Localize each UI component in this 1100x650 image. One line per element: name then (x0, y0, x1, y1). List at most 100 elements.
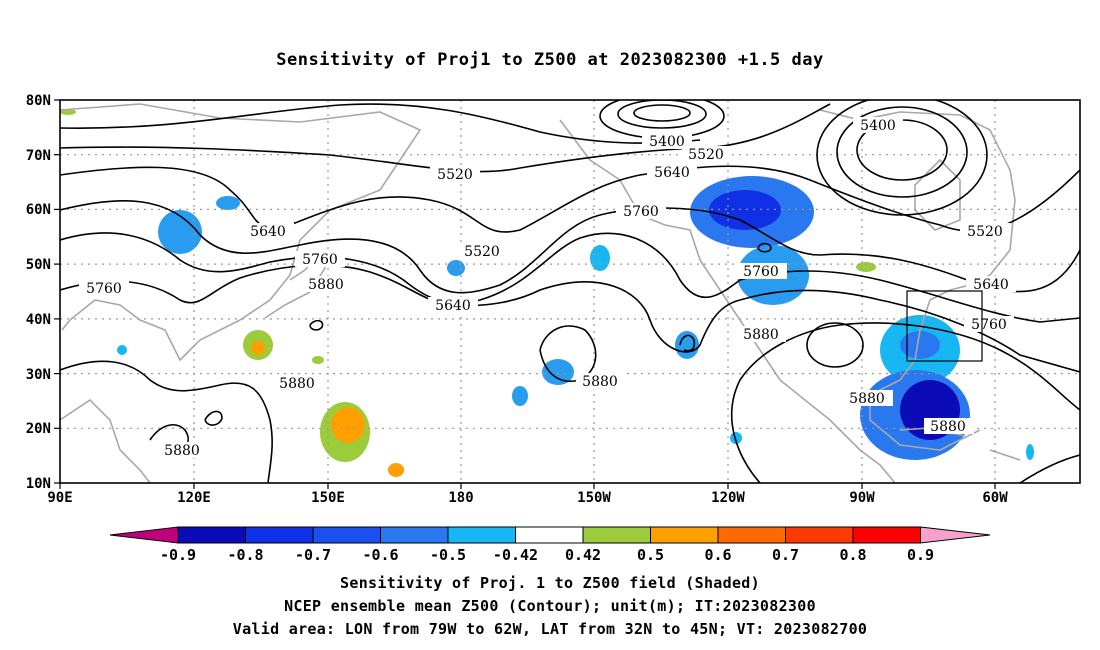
shade-positive (312, 356, 324, 364)
contour-label: 5880 (582, 374, 618, 390)
contour-line (806, 322, 864, 368)
shade-negative (512, 386, 528, 406)
colorbar-swatch (515, 526, 584, 544)
colorbar-label: 0.7 (772, 546, 799, 564)
colorbar-swatch (582, 526, 651, 544)
colorbar-swatch (717, 526, 786, 544)
shade-negative (542, 359, 574, 385)
contour-line (633, 104, 691, 122)
lon-label: 90E (47, 490, 72, 506)
contour-label: 5640 (973, 277, 1009, 293)
shade-positive (331, 407, 365, 443)
shade-positive (388, 463, 404, 477)
colorbar-label: -0.9 (160, 546, 196, 564)
contour-line (1019, 454, 1080, 483)
grid (60, 100, 1080, 483)
lon-label: 150E (311, 490, 345, 506)
contour-line (617, 100, 707, 129)
lat-label: 20N (26, 421, 51, 437)
colorbar-label: 0.42 (565, 546, 601, 564)
contour-line (730, 322, 1080, 483)
shade-positive (251, 341, 265, 355)
contour-label: 5880 (164, 443, 200, 459)
lat-label: 50N (26, 257, 51, 273)
shade-negative (900, 331, 940, 359)
contour-label: 5760 (86, 281, 122, 297)
valid-area-box (906, 290, 983, 362)
lon-label: 90W (849, 490, 875, 506)
contour-label: 5520 (437, 167, 473, 183)
coastline-alaska (559, 119, 896, 483)
contour-label: 5640 (654, 165, 690, 181)
shade-negative (1026, 444, 1034, 460)
contour-label: 5880 (279, 376, 315, 392)
shade-positive (856, 262, 876, 272)
contour-line (60, 199, 1080, 294)
colorbar-label: 0.6 (704, 546, 731, 564)
contour-line (816, 100, 988, 216)
colorbar-labels: -0.9 -0.8 -0.7 -0.6 -0.5 -0.42 0.42 0.5 … (160, 546, 934, 564)
contour-label: 5640 (250, 224, 286, 240)
contour-line (60, 165, 1080, 233)
shade-negative (447, 260, 465, 276)
contour-label: 5520 (967, 224, 1003, 240)
lon-label: 150W (577, 490, 611, 506)
colorbar-label: 0.9 (907, 546, 934, 564)
colorbar-label: -0.42 (493, 546, 538, 564)
contour-label: 5880 (849, 391, 885, 407)
lat-label: 10N (26, 476, 51, 492)
colorbar-high-extension (920, 526, 991, 544)
contour-line (60, 232, 1080, 323)
colorbar-label: -0.7 (295, 546, 331, 564)
contour-label: 5760 (623, 204, 659, 220)
contour-label: 5520 (688, 147, 724, 163)
colorbar-swatch (447, 526, 516, 544)
colorbar-swatch (380, 526, 449, 544)
colorbar-swatch (177, 526, 246, 544)
colorbar-label: 0.8 (839, 546, 866, 564)
shade-negative (117, 345, 127, 355)
colorbar-swatch (650, 526, 719, 544)
lon-label: 120W (711, 490, 745, 506)
z500-contours (60, 100, 1080, 483)
contour-label: 5400 (860, 118, 896, 134)
colorbar-swatch (312, 526, 381, 544)
caption-shaded: Sensitivity of Proj. 1 to Z500 field (Sh… (340, 574, 760, 592)
lon-label: 60W (982, 490, 1008, 506)
contour-line (836, 106, 968, 198)
contour-line (679, 334, 696, 352)
shade-negative (216, 196, 240, 210)
lon-label: 180 (448, 490, 473, 506)
contour-line (204, 410, 223, 426)
contour-label: 5760 (971, 317, 1007, 333)
contour-labels: 5400 5400 5520 5520 5520 5520 5640 5640 … (79, 117, 1016, 459)
contour-line (60, 103, 701, 144)
coastline-hudson (914, 158, 961, 231)
colorbar-label: -0.6 (362, 546, 398, 564)
lat-label: 40N (26, 312, 51, 328)
contour-label: 5880 (308, 277, 344, 293)
colorbar-swatch (852, 526, 921, 544)
contour-line (757, 242, 772, 253)
lon-label: 120E (177, 490, 211, 506)
coastline-asia (60, 103, 422, 362)
shade-negative (709, 190, 781, 230)
contour-line (60, 360, 273, 483)
contour-label: 5760 (302, 252, 338, 268)
shade-negative (590, 245, 610, 271)
lon-labels: 90E 120E 150E 180 150W 120W 90W 60W (47, 490, 1008, 506)
contour-label: 5640 (435, 298, 471, 314)
shade-negative (158, 210, 202, 254)
contour-label: 5520 (464, 244, 500, 260)
lat-label: 70N (26, 148, 51, 164)
ticks (54, 99, 996, 489)
contour-label: 5400 (649, 134, 685, 150)
contour-line (539, 325, 597, 382)
colorbar-swatch (245, 526, 314, 544)
colorbar (109, 526, 991, 544)
contour-label: 5880 (743, 327, 779, 343)
colorbar-low-extension (109, 526, 179, 544)
coastline-japan (264, 253, 326, 319)
caption-valid-area: Valid area: LON from 79W to 62W, LAT fro… (232, 620, 868, 638)
